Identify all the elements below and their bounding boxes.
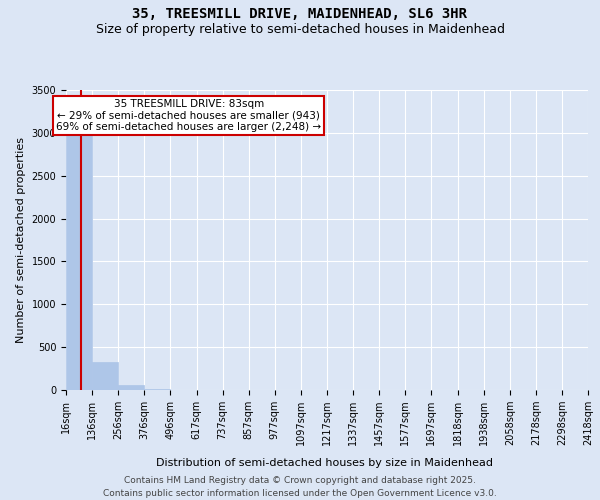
Bar xyxy=(92,362,118,390)
Text: Contains HM Land Registry data © Crown copyright and database right 2025.
Contai: Contains HM Land Registry data © Crown c… xyxy=(103,476,497,498)
Bar xyxy=(118,386,144,390)
Bar xyxy=(66,112,92,390)
Y-axis label: Number of semi-detached properties: Number of semi-detached properties xyxy=(16,137,26,343)
Text: Size of property relative to semi-detached houses in Maidenhead: Size of property relative to semi-detach… xyxy=(95,22,505,36)
Text: 35 TREESMILL DRIVE: 83sqm
← 29% of semi-detached houses are smaller (943)
69% of: 35 TREESMILL DRIVE: 83sqm ← 29% of semi-… xyxy=(56,99,321,132)
Text: 35, TREESMILL DRIVE, MAIDENHEAD, SL6 3HR: 35, TREESMILL DRIVE, MAIDENHEAD, SL6 3HR xyxy=(133,8,467,22)
Bar xyxy=(144,389,170,390)
Text: Distribution of semi-detached houses by size in Maidenhead: Distribution of semi-detached houses by … xyxy=(155,458,493,468)
